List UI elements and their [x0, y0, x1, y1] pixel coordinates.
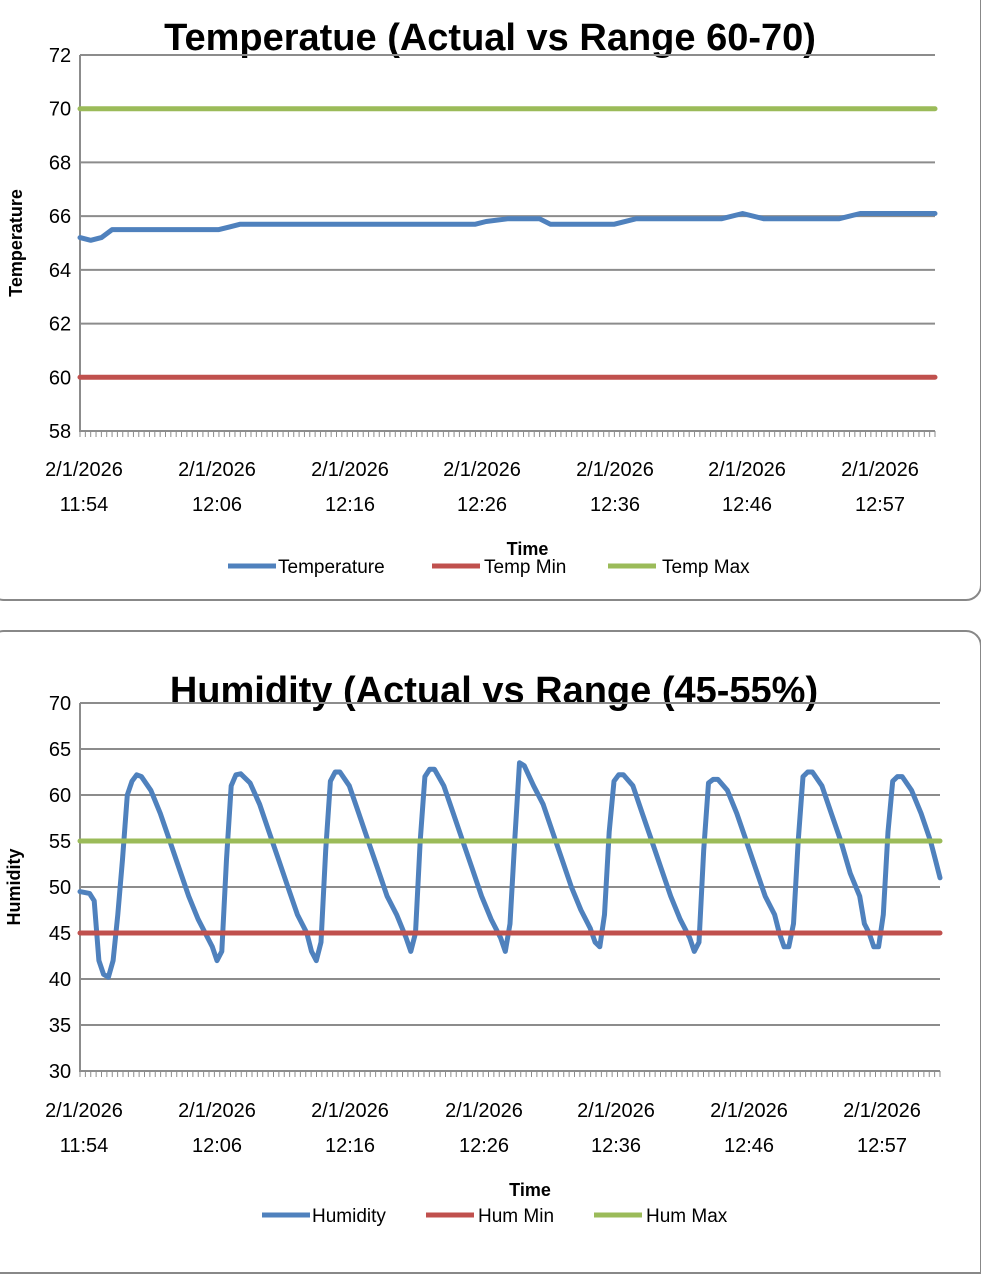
x-tick-label: 12:36 [590, 494, 640, 516]
y-tick-label: 62 [49, 314, 71, 336]
x-tick-label: 2/1/2026 [311, 1100, 389, 1122]
y-tick-label: 68 [49, 152, 71, 174]
y-tick-label: 60 [49, 785, 71, 807]
x-tick-label: 12:26 [457, 494, 507, 516]
x-tick-label: 2/1/2026 [710, 1100, 788, 1122]
y-tick-label: 35 [49, 1015, 71, 1037]
series-line-temperature [77, 211, 938, 243]
x-tick-label: 11:54 [60, 494, 109, 516]
y-tick-label: 40 [49, 969, 71, 991]
x-tick-label: 2/1/2026 [311, 459, 389, 481]
x-tick-label: 12:46 [722, 494, 772, 516]
temperature-chart-panel [0, 0, 981, 601]
humidity-chart-panel [0, 630, 981, 1274]
x-tick-label: 12:57 [855, 494, 905, 516]
x-tick-label: 12:06 [192, 494, 242, 516]
y-axis-title: Humidity [4, 848, 24, 925]
x-tick-label: 12:16 [325, 1135, 375, 1157]
x-tick-label: 12:57 [857, 1135, 907, 1157]
series-line-humidity [77, 760, 943, 980]
y-tick-label: 30 [49, 1061, 71, 1083]
x-tick-label: 2/1/2026 [178, 1100, 256, 1122]
x-tick-label: 12:06 [192, 1135, 242, 1157]
x-tick-label: 2/1/2026 [577, 1100, 655, 1122]
x-tick-label: 2/1/2026 [841, 459, 919, 481]
humidity-chart: Humidity (Actual vs Range (45-55%) 30 35 40… [4, 670, 943, 1227]
x-tick-label: 11:54 [60, 1135, 109, 1157]
y-tick-label: 50 [49, 877, 71, 899]
x-tick-label: 2/1/2026 [45, 459, 123, 481]
temperature-chart: Temperatue (Actual vs Range 60-70) 58 60 62… [6, 17, 938, 578]
chart-title: Humidity (Actual vs Range (45-55%) [170, 670, 818, 712]
x-tick-label: 2/1/2026 [708, 459, 786, 481]
x-tick-label: 2/1/2026 [443, 459, 521, 481]
legend-label: Humidity [312, 1206, 386, 1227]
legend-label: Temp Min [484, 557, 566, 578]
y-tick-label: 60 [49, 367, 71, 389]
y-tick-label: 70 [49, 99, 71, 121]
y-tick-label: 72 [49, 45, 71, 67]
y-tick-label: 55 [49, 831, 71, 853]
chart-title: Temperatue (Actual vs Range 60-70) [164, 17, 816, 59]
y-tick-label: 66 [49, 206, 71, 228]
legend-label: Hum Max [646, 1206, 728, 1227]
y-tick-label: 64 [49, 260, 71, 282]
y-tick-label: 58 [49, 421, 71, 443]
x-tick-label: 2/1/2026 [576, 459, 654, 481]
x-tick-label: 12:26 [459, 1135, 509, 1157]
x-axis-title: Time [509, 1180, 551, 1200]
y-tick-label: 45 [49, 923, 71, 945]
legend-label: Hum Min [478, 1206, 554, 1227]
y-axis-title: Temperature [6, 189, 26, 297]
x-tick-label: 2/1/2026 [445, 1100, 523, 1122]
x-tick-label: 2/1/2026 [843, 1100, 921, 1122]
x-tick-label: 2/1/2026 [178, 459, 256, 481]
y-tick-label: 65 [49, 739, 71, 761]
x-tick-label: 12:36 [591, 1135, 641, 1157]
x-axis-title: Time [507, 539, 549, 559]
x-tick-label: 12:46 [724, 1135, 774, 1157]
legend-label: Temperature [278, 557, 385, 578]
legend-label: Temp Max [662, 557, 750, 578]
x-tick-label: 12:16 [325, 494, 375, 516]
x-tick-label: 2/1/2026 [45, 1100, 123, 1122]
y-tick-label: 70 [49, 693, 71, 715]
